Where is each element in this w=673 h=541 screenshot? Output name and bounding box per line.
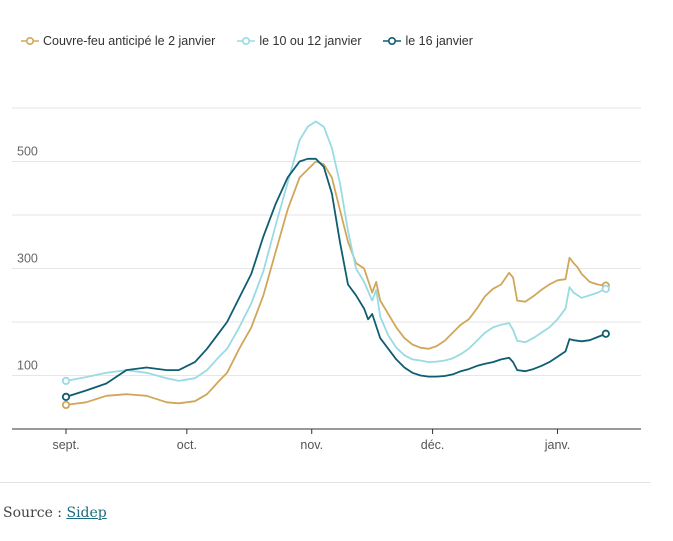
source-credit: Source : Sidep <box>3 505 107 521</box>
source-prefix: Source : <box>3 505 67 521</box>
series-end-marker <box>601 284 610 293</box>
x-tick-label: nov. <box>300 438 323 452</box>
legend-item-couvre-feu-2-janvier[interactable]: Couvre-feu anticipé le 2 janvier <box>20 34 215 48</box>
legend-label: Couvre-feu anticipé le 2 janvier <box>43 34 216 48</box>
x-tick-label: sept. <box>52 438 79 452</box>
series-start-marker <box>61 392 71 401</box>
chart-legend: Couvre-feu anticipé le 2 janvier le 10 o… <box>20 32 494 50</box>
y-tick-label: 500 <box>17 145 38 159</box>
series-end-marker <box>601 329 610 338</box>
series-line-3 <box>65 157 607 398</box>
x-tick-label: janv. <box>544 438 570 452</box>
legend-marker-icon <box>237 36 256 46</box>
source-link[interactable]: Sidep <box>66 505 107 521</box>
y-tick-label: 100 <box>17 359 38 373</box>
legend-label: le 10 ou 12 janvier <box>259 34 362 48</box>
x-tick-label: oct. <box>177 438 197 452</box>
series-line-2 <box>65 120 607 382</box>
footer-divider <box>0 482 651 483</box>
x-tick-label: déc. <box>421 438 445 452</box>
y-tick-label: 300 <box>17 252 38 266</box>
series-start-marker <box>61 376 71 385</box>
legend-marker-icon <box>383 36 402 46</box>
legend-item-16-janvier[interactable]: le 16 janvier <box>382 34 473 48</box>
series-line-1 <box>65 160 607 406</box>
legend-label: le 16 janvier <box>405 34 473 48</box>
series-start-marker <box>61 400 71 410</box>
line-chart: 500 300 100 sept. oct. nov. déc. janv. <box>12 107 641 452</box>
legend-item-10-ou-12-janvier[interactable]: le 10 ou 12 janvier <box>236 34 361 48</box>
legend-marker-icon <box>21 36 39 46</box>
